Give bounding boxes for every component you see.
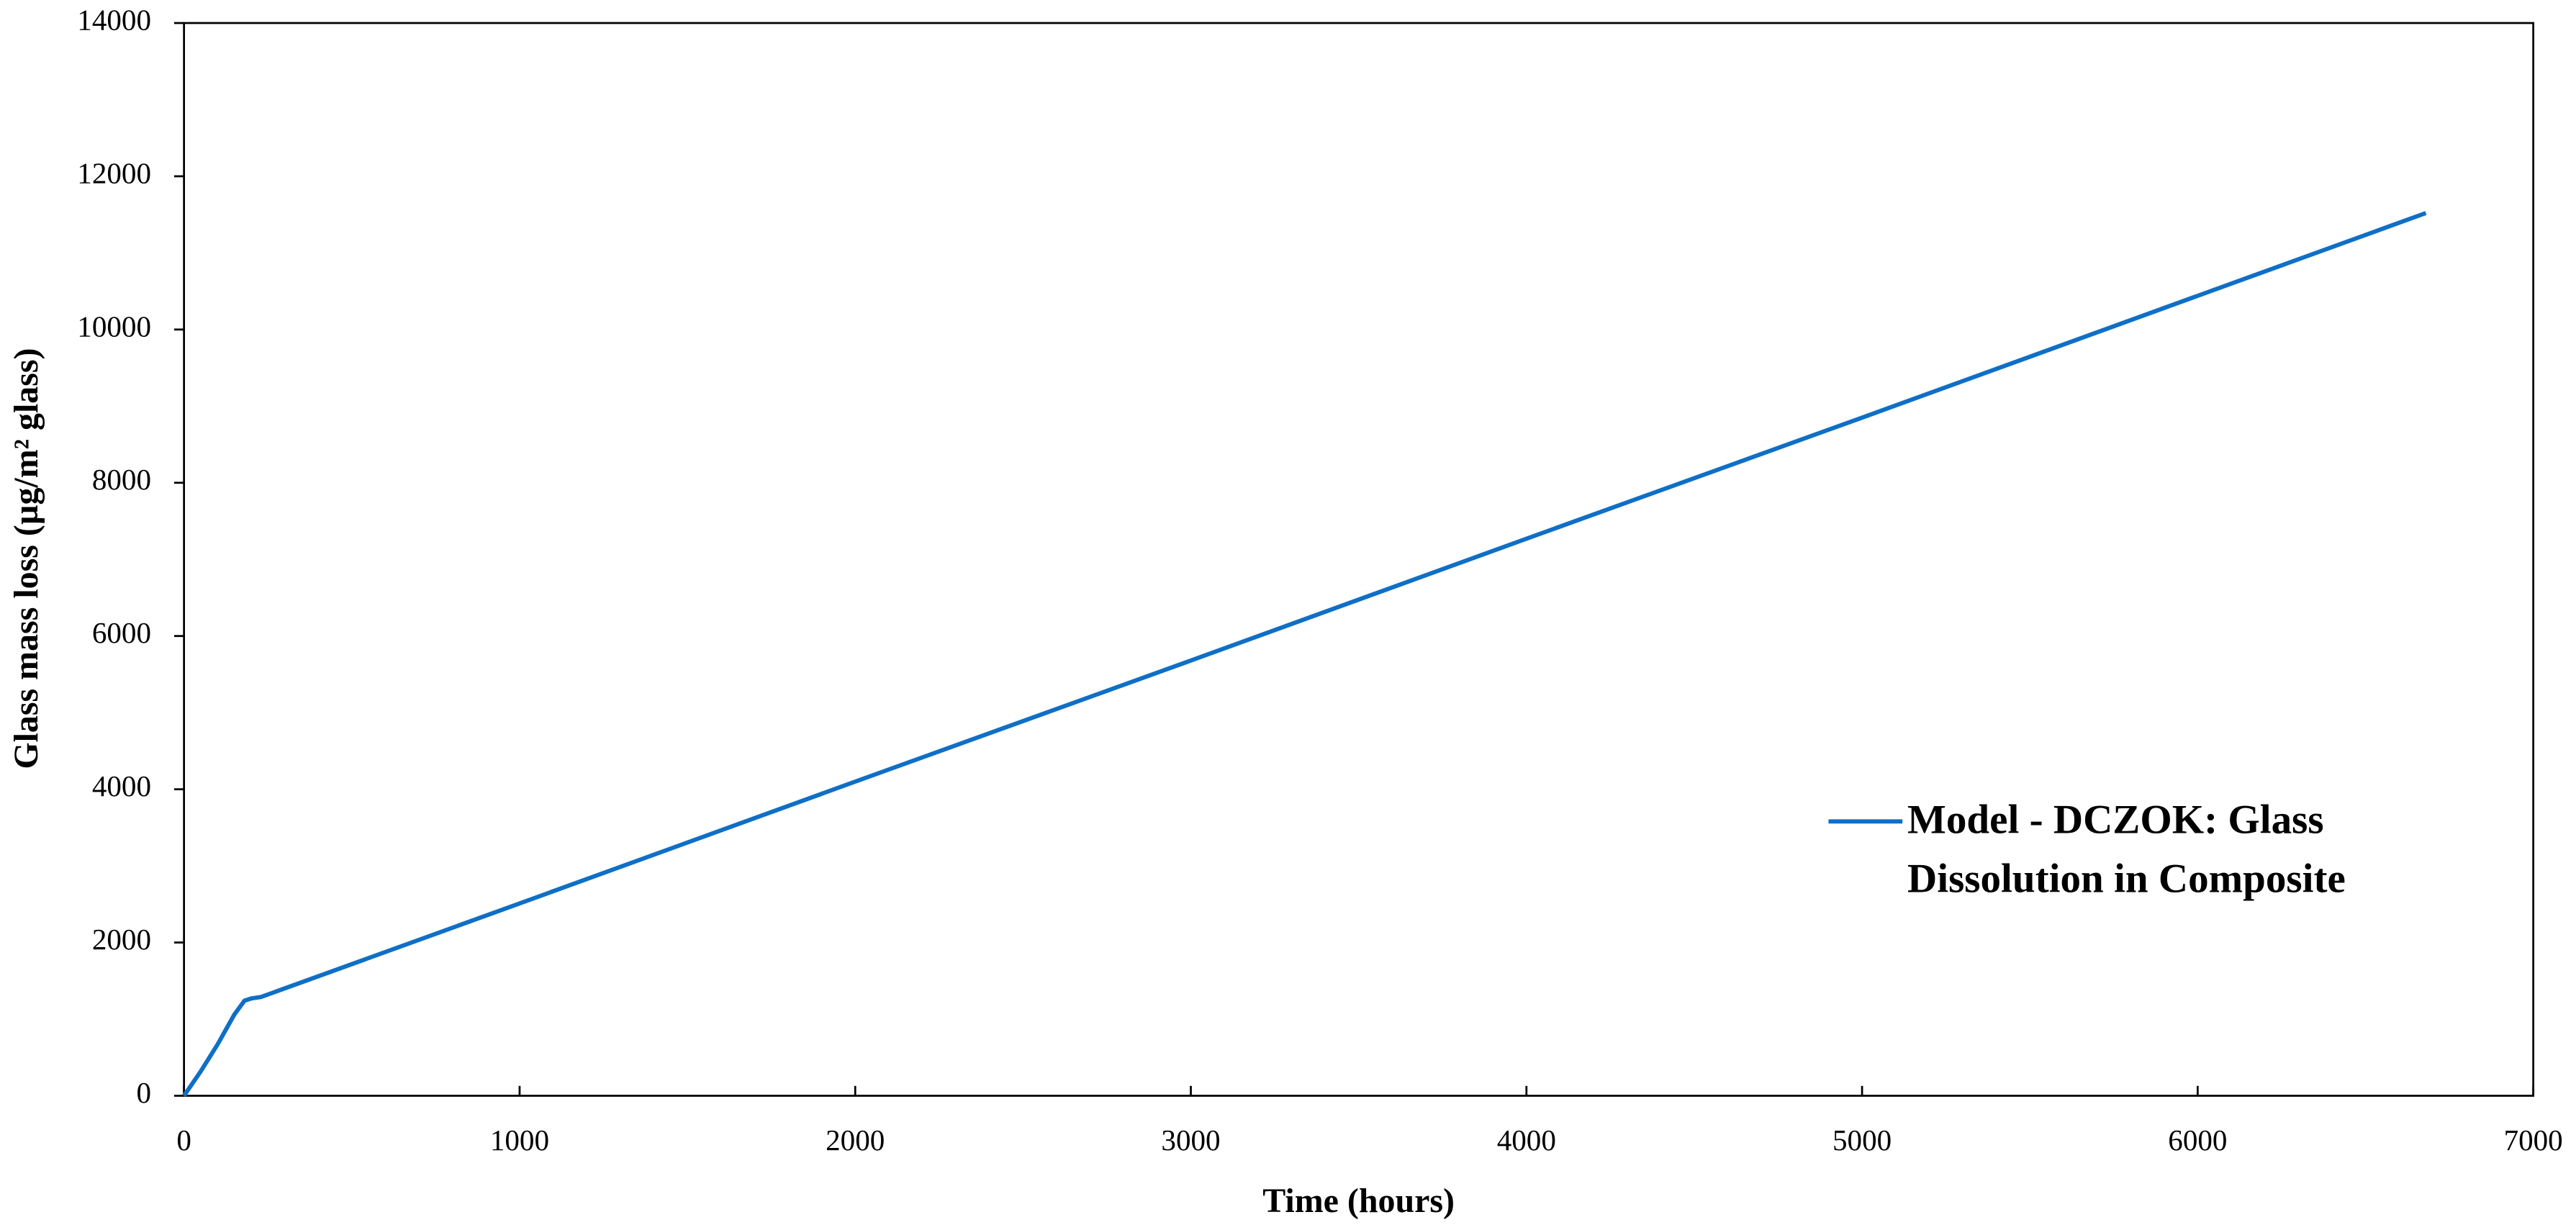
x-tick-label: 4000 [1497, 1123, 1556, 1157]
legend-label: Model - DCZOK: Glass Dissolution in Comp… [1907, 798, 2346, 903]
plot-frame [183, 22, 2535, 1097]
y-axis-title: Glass mass loss (µg/m² glass) [7, 348, 45, 769]
x-tick-label: 7000 [2504, 1123, 2563, 1157]
y-tick-label: 6000 [92, 616, 151, 649]
series-line [182, 211, 2427, 1098]
x-axis-title: Time (hours) [1262, 1182, 1455, 1220]
x-tick-label: 0 [176, 1123, 191, 1157]
y-tick-label: 0 [136, 1076, 151, 1109]
legend-entry: Model - DCZOK: Glass Dissolution in Comp… [1907, 798, 2346, 903]
y-tick-label: 2000 [92, 923, 151, 956]
x-tick-label: 2000 [826, 1123, 885, 1157]
y-tick-label: 12000 [77, 156, 151, 189]
x-tick-label: 5000 [1832, 1123, 1892, 1157]
x-tick-label: 3000 [1161, 1123, 1220, 1157]
y-tick-label: 10000 [77, 309, 151, 343]
x-tick-label: 1000 [490, 1123, 549, 1157]
x-tick-label: 6000 [2168, 1123, 2227, 1157]
y-tick-label: 8000 [92, 463, 151, 496]
y-tick-label: 4000 [92, 769, 151, 802]
y-tick-label: 14000 [77, 3, 151, 36]
